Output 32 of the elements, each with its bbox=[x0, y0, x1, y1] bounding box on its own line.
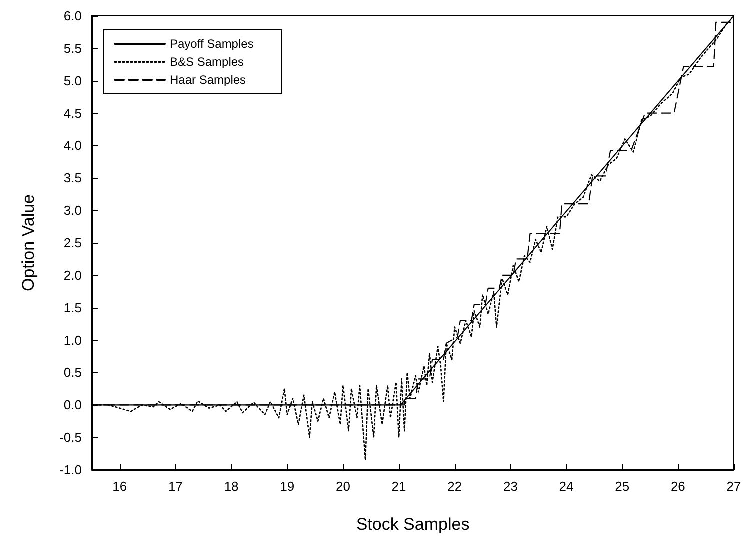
y-tick-label: 6.0 bbox=[64, 8, 82, 24]
y-tick-label: 2.0 bbox=[64, 268, 82, 283]
y-tick-label: -0.5 bbox=[60, 430, 82, 446]
x-axis-title: Stock Samples bbox=[356, 515, 470, 534]
y-tick-label: 3.5 bbox=[64, 170, 82, 186]
y-tick-label: 0.5 bbox=[64, 365, 82, 380]
legend-label: Haar Samples bbox=[170, 73, 246, 87]
y-tick-label: 2.5 bbox=[64, 236, 82, 250]
x-tick-label: 16 bbox=[112, 479, 128, 494]
x-tick-label: 22 bbox=[448, 479, 462, 494]
legend-label: B&S Samples bbox=[170, 55, 244, 69]
y-tick-label: 3.0 bbox=[64, 203, 82, 218]
y-tick-label: 5.0 bbox=[64, 73, 82, 88]
x-tick-label: 24 bbox=[559, 479, 574, 494]
y-tick-label: 0.0 bbox=[64, 398, 82, 413]
y-tick-label: 4.0 bbox=[64, 138, 82, 154]
y-tick-label: 1.0 bbox=[64, 332, 82, 348]
y-tick-label: 4.5 bbox=[64, 106, 82, 121]
legend-label: Payoff Samples bbox=[170, 37, 254, 51]
x-tick-label: 17 bbox=[168, 479, 183, 494]
x-tick-label: 27 bbox=[726, 479, 742, 494]
x-tick-label: 20 bbox=[336, 479, 350, 494]
y-tick-label: 1.5 bbox=[64, 300, 82, 316]
x-tick-label: 21 bbox=[392, 479, 406, 494]
y-axis-title: Option Value bbox=[19, 194, 38, 292]
x-tick-label: 19 bbox=[280, 479, 295, 494]
x-tick-label: 23 bbox=[503, 479, 518, 494]
x-tick-label: 18 bbox=[224, 479, 239, 494]
y-tick-label: -1.0 bbox=[60, 462, 82, 478]
x-tick-label: 26 bbox=[670, 479, 686, 494]
y-tick-label: 5.5 bbox=[64, 40, 82, 56]
x-tick-label: 25 bbox=[615, 479, 630, 494]
